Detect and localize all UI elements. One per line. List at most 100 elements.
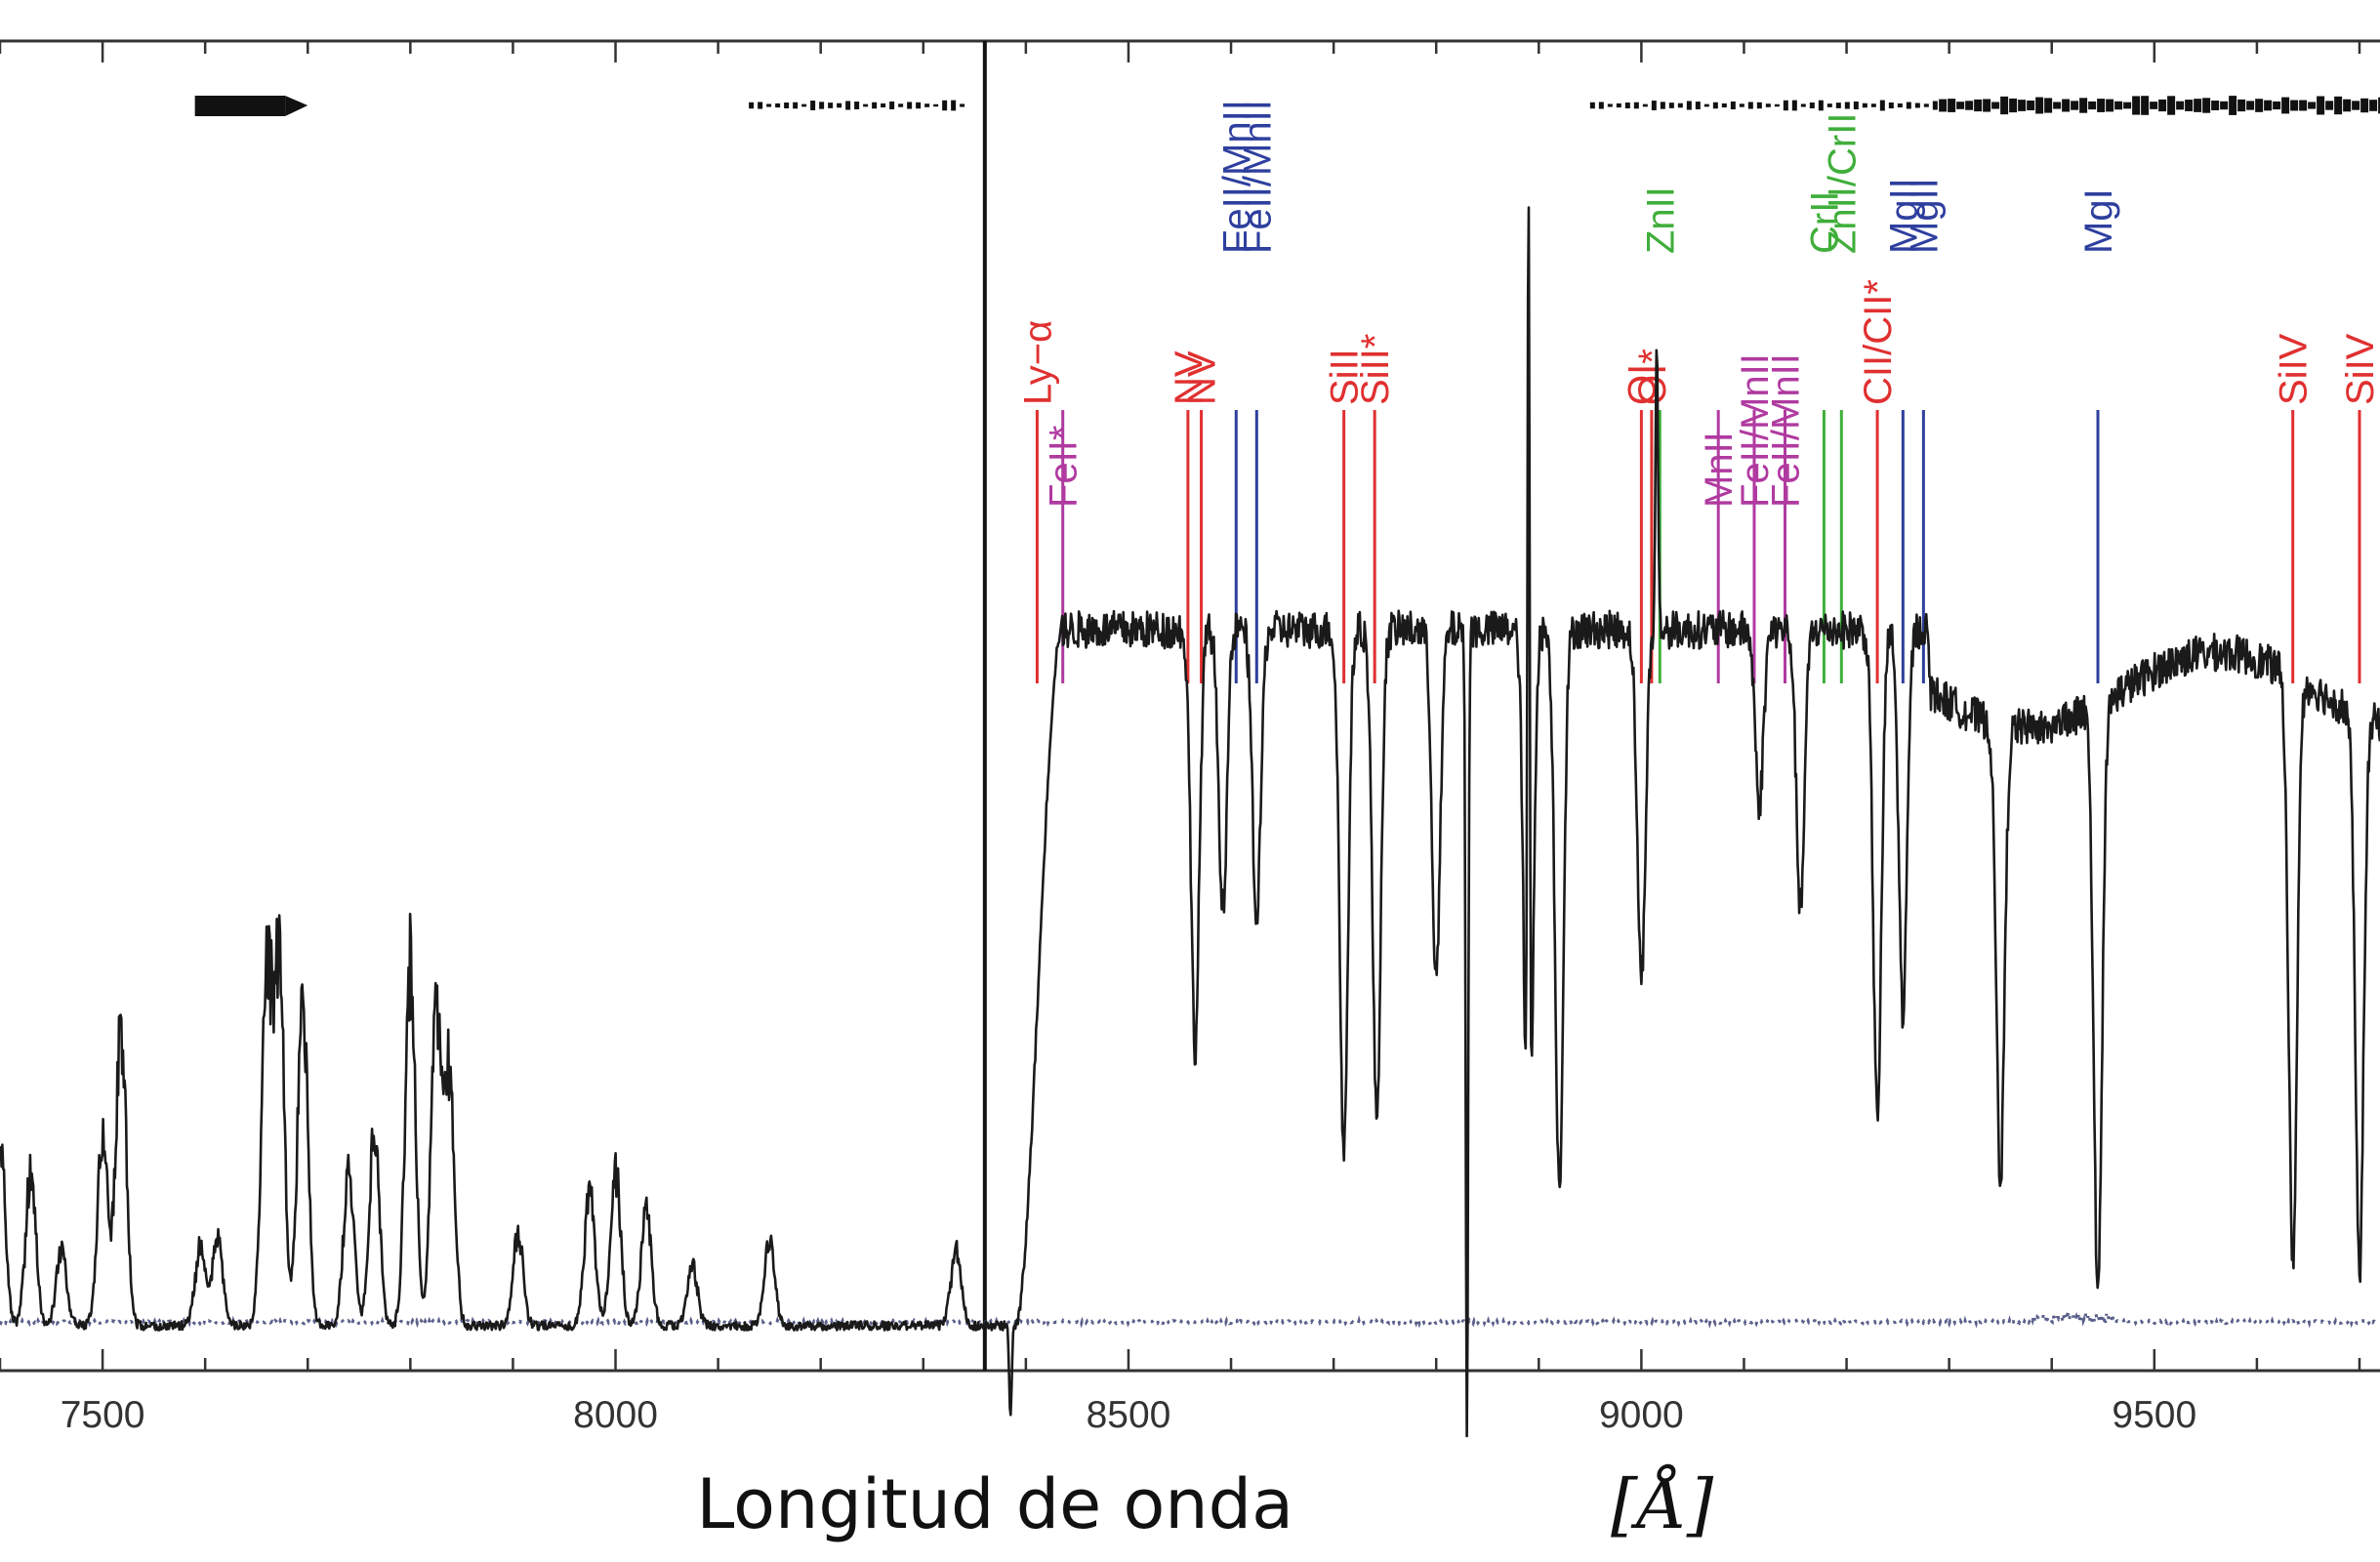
telluric-band <box>194 96 286 116</box>
telluric-band-mark <box>854 102 860 109</box>
telluric-band-mark <box>837 103 842 108</box>
telluric-band-mark <box>2150 102 2158 109</box>
telluric-band-mark <box>2229 96 2237 115</box>
feature-label: FeII/MnII <box>1236 100 1279 254</box>
telluric-band-mark <box>1668 103 1674 108</box>
telluric-band-mark <box>951 100 957 111</box>
telluric-band-mark <box>1923 103 1929 107</box>
telluric-band-mark <box>1616 103 1621 108</box>
telluric-band-mark <box>872 102 878 109</box>
feature-label: MgII <box>1882 178 1925 254</box>
telluric-band-mark <box>2246 101 2255 110</box>
flux-spectrum-line <box>0 206 2380 1438</box>
telluric-band-mark <box>2378 97 2380 114</box>
x-axis-ticks: 7500 8000 8500 9000 9500 <box>0 41 2361 1436</box>
telluric-band-mark <box>1774 103 1780 107</box>
telluric-band-mark <box>1589 102 1595 109</box>
telluric-band-mark <box>784 103 790 108</box>
telluric-band-mark <box>2176 101 2185 110</box>
telluric-band-mark <box>1835 103 1841 108</box>
telluric-band-mark <box>1853 101 1859 110</box>
telluric-band-mark <box>2264 100 2273 111</box>
feature-label: CII/CII* <box>1857 279 1900 405</box>
telluric-band-mark <box>2343 99 2352 112</box>
telluric-band-mark <box>1888 102 1894 109</box>
telluric-band-mark <box>2290 100 2299 111</box>
telluric-band-mark <box>1800 103 1806 107</box>
x-axis-unit: [Å] <box>1611 1464 1714 1544</box>
telluric-band-mark <box>2044 98 2053 113</box>
telluric-band-mark <box>1956 102 1965 109</box>
telluric-band-mark <box>2018 100 2027 111</box>
telluric-band-mark <box>2123 102 2132 109</box>
feature-label: NV <box>1168 350 1211 405</box>
telluric-band-mark <box>1974 99 1983 112</box>
telluric-band-mark <box>2132 96 2141 115</box>
feature-label: MgI <box>2077 188 2120 254</box>
feature-label: SiII <box>1324 349 1367 405</box>
x-tick-label: 8500 <box>1087 1394 1171 1436</box>
feature-label: OI* <box>1631 349 1674 405</box>
feature-label: SiII* <box>1354 334 1397 405</box>
feature-label: MnII <box>1698 432 1741 508</box>
telluric-band-mark <box>1747 102 1753 109</box>
telluric-band-mark <box>1783 100 1788 111</box>
telluric-band-mark <box>1703 103 1709 107</box>
telluric-band-mark <box>1677 103 1683 108</box>
telluric-band-mark <box>810 101 816 110</box>
telluric-band-mark <box>907 102 913 109</box>
telluric-band-mark <box>2211 101 2220 110</box>
telluric-band-mark <box>1948 99 1956 112</box>
telluric-band-mark <box>1862 103 1867 108</box>
feature-label: FeII/MnII <box>1734 353 1777 508</box>
line-identifications: Ly−αFeII*NVNVFeII/MnIIFeII/MnIISiIISiII*… <box>1016 100 2380 683</box>
telluric-band-mark <box>2299 100 2308 111</box>
telluric-band-mark <box>1818 100 1824 111</box>
feature-label: MgII <box>1903 178 1946 254</box>
telluric-band-mark <box>2317 96 2325 115</box>
telluric-band-mark <box>898 103 904 107</box>
telluric-band-mark <box>1624 103 1630 108</box>
telluric-band-mark <box>2062 99 2071 112</box>
x-tick-label: 8000 <box>573 1394 658 1436</box>
telluric-band-mark <box>801 103 807 107</box>
telluric-band-mark <box>881 103 886 108</box>
feature-label: ZnII/CrII <box>1821 113 1864 254</box>
plot-frame <box>0 39 2380 1373</box>
feature-label: ZnII <box>1639 186 1682 254</box>
telluric-band-mark <box>2114 101 2123 110</box>
telluric-band-mark <box>1739 103 1744 107</box>
telluric-absorption-bands <box>194 96 2380 116</box>
x-tick-label: 9500 <box>2112 1394 2196 1436</box>
telluric-band-mark <box>2325 101 2334 110</box>
telluric-band-mark <box>1914 103 1920 108</box>
telluric-band-mark <box>2000 96 2009 115</box>
telluric-band-mark <box>1870 103 1876 107</box>
feature-label: FeII/MnII <box>1765 353 1808 508</box>
telluric-band-mark <box>2167 96 2176 115</box>
telluric-band-mark <box>2141 96 2150 115</box>
feature-label: Ly−α <box>1016 320 1059 405</box>
telluric-band-mark <box>1809 103 1815 108</box>
telluric-band-mark <box>1712 102 1718 109</box>
telluric-band-mark <box>1991 102 2000 109</box>
telluric-band-mark <box>1932 101 1938 110</box>
telluric-band-mark <box>1965 101 1974 110</box>
telluric-band-mark <box>1607 103 1613 107</box>
telluric-band-mark <box>845 101 851 110</box>
telluric-band-mark <box>819 102 825 109</box>
telluric-band-mark <box>2185 100 2194 111</box>
telluric-band-mark <box>1826 103 1832 107</box>
telluric-band-mark <box>2220 101 2229 110</box>
telluric-band-mark <box>2334 96 2343 115</box>
telluric-band-mark <box>960 103 965 107</box>
telluric-band-mark <box>1879 100 1885 111</box>
telluric-band-mark <box>1983 99 1991 112</box>
telluric-band-mark <box>2194 99 2202 112</box>
telluric-band-mark <box>2237 99 2246 112</box>
telluric-band-mark <box>749 102 755 109</box>
telluric-band-mark <box>2106 99 2114 112</box>
telluric-band-mark <box>2255 99 2264 112</box>
telluric-band-mark <box>916 102 922 109</box>
